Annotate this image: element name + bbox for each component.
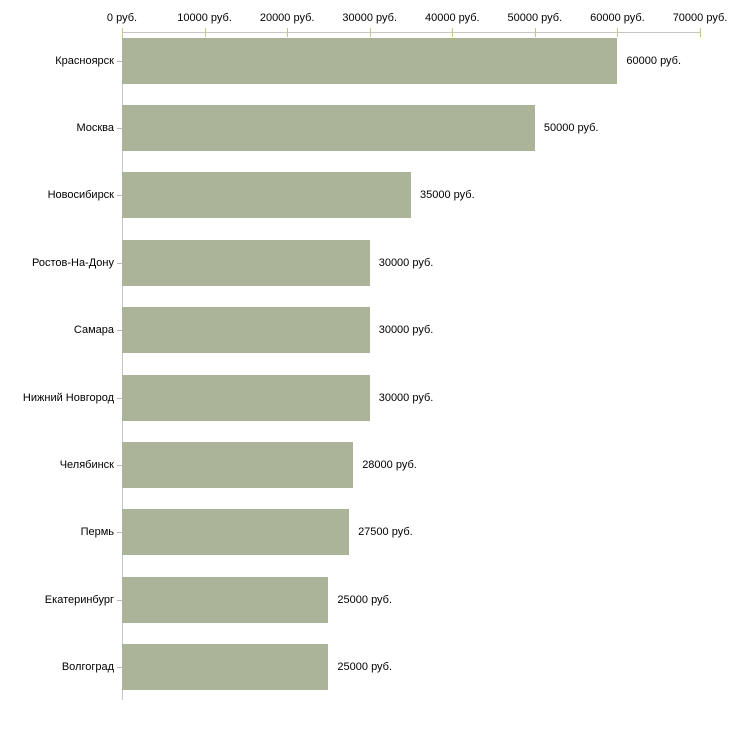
bar — [122, 104, 535, 151]
bar — [122, 172, 411, 219]
bar — [122, 509, 350, 556]
category-tick-mark — [117, 127, 122, 129]
x-axis-tick-label: 70000 руб. — [672, 12, 728, 24]
category-label: Пермь — [80, 526, 114, 539]
category-label: Ростов-На-Дону — [31, 256, 114, 269]
category-label: Нижний Новгород — [22, 391, 114, 404]
category-tick-mark — [117, 397, 122, 399]
x-axis-tick-label: 0 руб. — [106, 12, 138, 24]
x-axis-line — [122, 32, 700, 33]
x-axis-tick-label: 10000 руб. — [177, 12, 232, 24]
bar — [122, 644, 329, 691]
category-label: Челябинск — [59, 458, 114, 471]
value-label: 25000 руб. — [337, 661, 393, 674]
x-axis-tick-label: 50000 руб. — [507, 12, 563, 24]
category-label: Новосибирск — [47, 189, 114, 202]
bar — [122, 307, 370, 354]
category-tick-mark — [117, 667, 122, 669]
category-label: Самара — [73, 324, 114, 337]
x-axis-tick-label: 60000 руб. — [590, 12, 645, 24]
value-label: 27500 руб. — [358, 526, 413, 539]
bar — [122, 576, 329, 623]
x-axis-tick-mark — [122, 28, 123, 37]
value-label: 35000 руб. — [420, 189, 475, 202]
x-axis-tick-label: 30000 руб. — [342, 12, 398, 24]
value-label: 30000 руб. — [378, 391, 434, 404]
category-tick-mark — [117, 60, 122, 62]
x-axis-tick-mark — [452, 28, 454, 37]
bar — [122, 441, 354, 488]
category-tick-mark — [117, 330, 122, 332]
category-label: Красноярск — [55, 54, 114, 67]
value-label: 60000 руб. — [626, 54, 682, 67]
bar — [122, 374, 370, 421]
value-label: 30000 руб. — [378, 256, 434, 269]
value-label: 30000 руб. — [378, 324, 434, 337]
category-label: Волгоград — [61, 661, 114, 674]
x-axis-tick-label: 20000 руб. — [259, 12, 315, 24]
category-tick-mark — [117, 599, 122, 601]
bar — [122, 239, 370, 286]
value-label: 25000 руб. — [337, 593, 393, 606]
x-axis-tick-label: 40000 руб. — [424, 12, 480, 24]
x-axis-tick-mark — [369, 28, 371, 37]
x-axis-tick-mark — [534, 28, 536, 37]
category-label: Екатеринбург — [44, 593, 114, 606]
category-tick-mark — [117, 262, 122, 264]
value-label: 28000 руб. — [362, 458, 417, 471]
category-label: Москва — [76, 121, 114, 134]
x-axis-tick-mark — [287, 28, 289, 37]
value-label: 50000 руб. — [543, 121, 599, 134]
category-tick-mark — [117, 195, 122, 197]
x-axis-tick-mark — [204, 28, 206, 37]
bar — [122, 37, 618, 84]
y-axis-line — [122, 32, 123, 700]
x-axis-tick-mark — [700, 28, 701, 37]
category-tick-mark — [117, 464, 122, 466]
category-tick-mark — [117, 532, 122, 534]
x-axis-tick-mark — [617, 28, 619, 37]
